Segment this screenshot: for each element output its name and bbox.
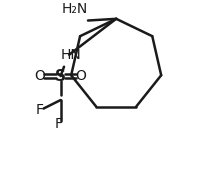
Text: H₂N: H₂N [62,2,88,16]
Text: O: O [34,69,44,83]
Text: F: F [55,117,63,131]
Text: S: S [55,69,66,84]
Text: F: F [36,103,44,117]
Text: HN: HN [60,48,81,62]
Text: O: O [75,69,86,83]
